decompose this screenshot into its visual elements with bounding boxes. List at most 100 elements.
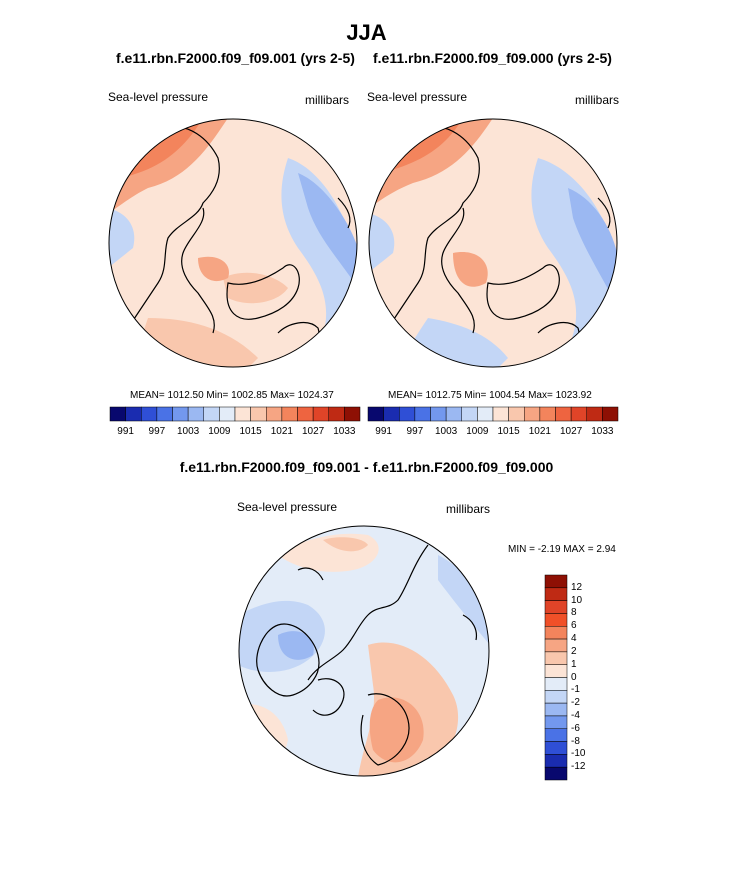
colorbar-swatch [250, 406, 267, 422]
panel-1-polar-map [108, 118, 358, 368]
western-negative-core [278, 631, 314, 660]
colorbar-swatch [281, 406, 298, 422]
colorbar-swatch [187, 406, 204, 422]
low-pressure-core [568, 188, 617, 308]
colorbar-swatch [544, 638, 568, 653]
coastline-north [297, 567, 324, 581]
panel-2-polar-map [368, 118, 618, 368]
difference-units-label: millibars [446, 502, 491, 516]
colorbar-tick-label: 1015 [239, 426, 262, 437]
colorbar-tick-label: 1033 [591, 426, 614, 437]
colorbar-swatch [602, 406, 619, 422]
coastline-greenland [226, 264, 300, 320]
colorbar-tick-label: -1 [571, 684, 580, 696]
colorbar-swatch [544, 664, 568, 678]
coastline-arctic-canada [441, 207, 475, 334]
panel-1-units-label: millibars [305, 93, 350, 107]
eastern-positive-core [369, 697, 424, 763]
colorbar-swatch [544, 741, 568, 755]
colorbar-swatch [203, 406, 220, 422]
coastline-asia [307, 544, 429, 681]
panel-2-colorbar [367, 406, 619, 422]
colorbar-tick-label: 1021 [270, 426, 293, 437]
colorbar-swatch [544, 587, 568, 601]
colorbar-tick-label: 0 [571, 671, 577, 683]
main-title: JJA [346, 20, 387, 45]
colorbar-swatch [544, 613, 568, 627]
colorbar-tick-label: 6 [571, 620, 577, 632]
colorbar-swatch [544, 690, 568, 704]
coastline-asia [127, 126, 220, 329]
colorbar-tick-label: 4 [571, 633, 577, 645]
north-positive-core [323, 537, 368, 552]
colorbar-swatch [544, 626, 568, 640]
colorbar-swatch [297, 406, 314, 422]
colorbar-tick-label: 2 [571, 645, 577, 657]
map-boundary-ring [108, 118, 358, 368]
difference-colorbar [544, 574, 568, 781]
colorbar-tick-label: 1003 [435, 426, 458, 437]
coastline-scandinavia [360, 693, 410, 766]
colorbar-swatch [508, 406, 525, 422]
colorbar-tick-label: -6 [571, 722, 580, 734]
colorbar-tick-label: 1015 [497, 426, 520, 437]
panel-1-colorbar [109, 406, 361, 422]
colorbar-tick-label: 1009 [466, 426, 489, 437]
colorbar-swatch [430, 406, 447, 422]
colorbar-tick-label: -4 [571, 709, 580, 721]
colorbar-swatch [544, 702, 568, 717]
panel-2-variable-label: Sea-level pressure [367, 90, 468, 104]
coastline-greenland [256, 623, 320, 697]
colorbar-swatch [555, 406, 572, 422]
colorbar-swatch [544, 600, 568, 614]
panel-2-stats: MEAN= 1012.75 Min= 1004.54 Max= 1023.92 [388, 390, 592, 401]
colorbar-swatch [266, 406, 283, 422]
colorbar-tick-label: 997 [148, 426, 166, 437]
greenland-high-core [198, 256, 229, 282]
colorbar-swatch [544, 677, 568, 691]
colorbar-tick-label: 1009 [208, 426, 231, 437]
colorbar-tick-label: 1027 [560, 426, 583, 437]
low-pressure-west [109, 208, 135, 268]
colorbar-swatch [367, 406, 384, 422]
colorbar-tick-label: -8 [571, 735, 580, 747]
panel-2-title: f.e11.rbn.F2000.f09_f09.000 (yrs 2-5) [373, 50, 612, 66]
greenland-high-core [453, 252, 488, 287]
map-boundary-ring [368, 118, 618, 368]
difference-variable-label: Sea-level pressure [237, 500, 338, 514]
panel-1-stats: MEAN= 1012.50 Min= 1002.85 Max= 1024.37 [130, 390, 334, 401]
colorbar-swatch [172, 406, 189, 422]
colorbar-tick-label: 1027 [302, 426, 325, 437]
colorbar-swatch [125, 406, 142, 422]
panel-1-variable-label: Sea-level pressure [108, 90, 209, 104]
colorbar-swatch [383, 406, 400, 422]
coastline-east [462, 614, 478, 641]
coastline-arctic-canada [181, 207, 215, 334]
colorbar-swatch [570, 406, 587, 422]
difference-title: f.e11.rbn.F2000.f09_f09.001 - f.e11.rbn.… [179, 459, 554, 475]
colorbar-swatch [544, 574, 568, 589]
colorbar-swatch [156, 406, 173, 422]
coastline-arctic-canada [312, 678, 345, 716]
coastline-asia [387, 126, 480, 329]
colorbar-swatch [492, 406, 509, 422]
colorbar-tick-label: 1 [571, 658, 577, 670]
colorbar-swatch [544, 754, 568, 768]
colorbar-swatch [544, 766, 568, 781]
colorbar-swatch [445, 406, 462, 422]
colorbar-swatch [539, 406, 556, 422]
northeast-negative-region [438, 555, 489, 645]
colorbar-tick-label: -12 [571, 761, 586, 773]
colorbar-tick-label: 1021 [528, 426, 551, 437]
colorbar-swatch [477, 406, 494, 422]
colorbar-swatch [312, 406, 329, 422]
colorbar-tick-label: 991 [375, 426, 392, 437]
colorbar-swatch [234, 406, 251, 422]
colorbar-swatch [414, 406, 431, 422]
coastline-greenland [486, 264, 560, 320]
colorbar-swatch [328, 406, 345, 422]
colorbar-tick-label: 12 [571, 581, 583, 593]
colorbar-swatch [109, 406, 126, 422]
colorbar-swatch [399, 406, 416, 422]
colorbar-tick-label: -2 [571, 697, 580, 709]
